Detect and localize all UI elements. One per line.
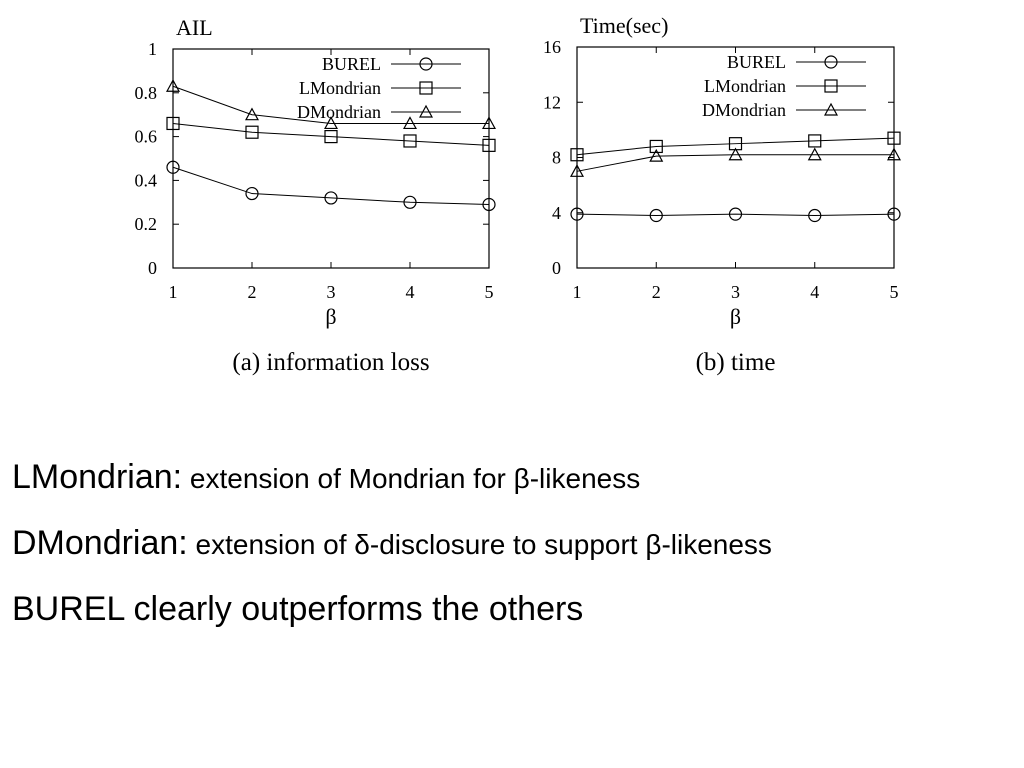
chart-time-point-lmondrian: [649, 139, 663, 154]
chart-ail-xlabel: β: [325, 304, 336, 329]
chart-time-ytick-label: 16: [543, 37, 561, 57]
chart-time-xlabel: β: [730, 304, 741, 329]
chart-time-point-dmondrian: [886, 147, 902, 161]
chart-ail-point-dmondrian: [323, 116, 339, 130]
bullet-lmondrian-lead: LMondrian:: [12, 458, 183, 496]
chart-ail-legend-label-lmondrian: LMondrian: [299, 78, 381, 98]
chart-time-point-burel: [887, 207, 901, 221]
chart-ail: 0 0.2 0.4 0.6 0.8 1 1 2 3 4 5 AIL β (a) information l…: [135, 15, 497, 376]
chart-ail-xtick-label: 3: [327, 282, 336, 302]
chart-time-legend-label-lmondrian: LMondrian: [704, 76, 786, 96]
chart-time-point-burel: [649, 208, 663, 223]
chart-time-xtick-label: 3: [731, 282, 740, 302]
bullet-burel-text: BUREL clearly outperforms the others: [12, 590, 584, 628]
chart-time-legend-marker-burel: [824, 55, 838, 69]
chart-ail-point-dmondrian: [481, 116, 497, 130]
bullet-dmondrian-text: extension of δ-disclosure to support β-l…: [187, 529, 772, 560]
chart-time-point-burel: [728, 207, 743, 221]
chart-ail-point-dmondrian: [244, 107, 260, 121]
chart-ail-point-lmondrian: [403, 134, 417, 148]
chart-ail-point-burel: [324, 191, 338, 205]
chart-time-line-dmondrian: [576, 154, 894, 172]
chart-time-caption: (b) time: [696, 349, 776, 376]
chart-ail-ytick-label: 0.4: [135, 170, 158, 190]
bullet-lmondrian: LMondrian: extension of Mondrian for β-l…: [12, 452, 772, 518]
chart-ail-legend-label-burel: BUREL: [322, 54, 381, 74]
chart-time-point-dmondrian: [728, 147, 743, 161]
chart-ail-ytick-label: 0.6: [135, 127, 158, 147]
chart-time-ytick-label: 0: [552, 258, 561, 278]
chart-ail-point-lmondrian: [166, 116, 180, 131]
chart-time-ytick-label: 12: [543, 92, 561, 112]
chart-ail-point-dmondrian: [402, 116, 418, 130]
chart-ail-point-dmondrian: [165, 78, 181, 92]
chart-time-ytick-label: 8: [552, 148, 561, 168]
chart-ail-ytick-label: 0.8: [135, 83, 158, 103]
chart-ail-point-lmondrian: [324, 130, 338, 144]
chart-time-line-lmondrian: [576, 137, 895, 156]
chart-ail-ytick-label: 0: [148, 258, 157, 278]
chart-ail-ytick-label: 1: [148, 39, 157, 59]
chart-ail-xtick-label: 5: [485, 282, 494, 302]
chart-time-ytick-label: 4: [552, 203, 561, 223]
chart-time-legend-marker-dmondrian: [823, 102, 839, 116]
chart-time-point-dmondrian: [569, 164, 585, 177]
chart-ail-caption: (a) information loss: [232, 349, 429, 376]
chart-ail-xtick-label: 4: [406, 282, 415, 302]
chart-ail-point-lmondrian: [482, 138, 496, 152]
chart-time-legend-label-burel: BUREL: [727, 52, 786, 72]
chart-ail-ylabel: AIL: [176, 15, 213, 40]
chart-time-ylabel: Time(sec): [580, 13, 668, 38]
chart-ail-legend-marker-lmondrian: [419, 81, 433, 95]
bullet-dmondrian: DMondrian: extension of δ-disclosure to …: [12, 518, 772, 584]
chart-ail-point-burel: [245, 186, 259, 201]
chart-ail-point-lmondrian: [245, 125, 259, 139]
chart-time-point-dmondrian: [649, 148, 664, 162]
chart-time-legend-label-dmondrian: DMondrian: [702, 100, 786, 120]
chart-ail-legend-label-dmondrian: DMondrian: [297, 102, 381, 122]
chart-time-point-lmondrian: [808, 134, 822, 148]
chart-ail-line-burel: [172, 166, 490, 205]
chart-ail-ytick-label: 0.2: [135, 214, 158, 234]
chart-ail-line-dmondrian: [172, 85, 489, 124]
chart-ail-xtick-label: 2: [248, 282, 257, 302]
chart-ail-point-burel: [403, 195, 417, 209]
chart-ail-point-burel: [166, 160, 180, 174]
chart-time-point-burel: [808, 208, 822, 223]
bullet-dmondrian-lead: DMondrian:: [12, 524, 188, 562]
chart-ail-xtick-label: 1: [169, 282, 178, 302]
chart-time-xtick-label: 5: [890, 282, 899, 302]
bullet-list: LMondrian: extension of Mondrian for β-l…: [12, 452, 772, 650]
chart-ail-point-burel: [482, 197, 496, 212]
chart-time-line-burel: [576, 213, 895, 217]
chart-ail-legend-marker-burel: [419, 57, 433, 71]
chart-time-xtick-label: 4: [810, 282, 819, 302]
chart-time-point-lmondrian: [570, 148, 584, 162]
chart-time-xtick-label: 1: [573, 282, 582, 302]
bullet-lmondrian-text: extension of Mondrian for β-likeness: [182, 463, 641, 494]
chart-ail-line-lmondrian: [172, 122, 490, 146]
chart-time-point-dmondrian: [807, 147, 822, 161]
chart-time-xtick-label: 2: [652, 282, 661, 302]
chart-time-legend-marker-lmondrian: [824, 79, 838, 93]
chart-ail-legend-marker-dmondrian: [418, 104, 434, 118]
chart-time-point-lmondrian: [887, 131, 901, 145]
bullet-burel: BUREL clearly outperforms the others: [12, 584, 772, 650]
chart-time-point-burel: [570, 207, 584, 221]
